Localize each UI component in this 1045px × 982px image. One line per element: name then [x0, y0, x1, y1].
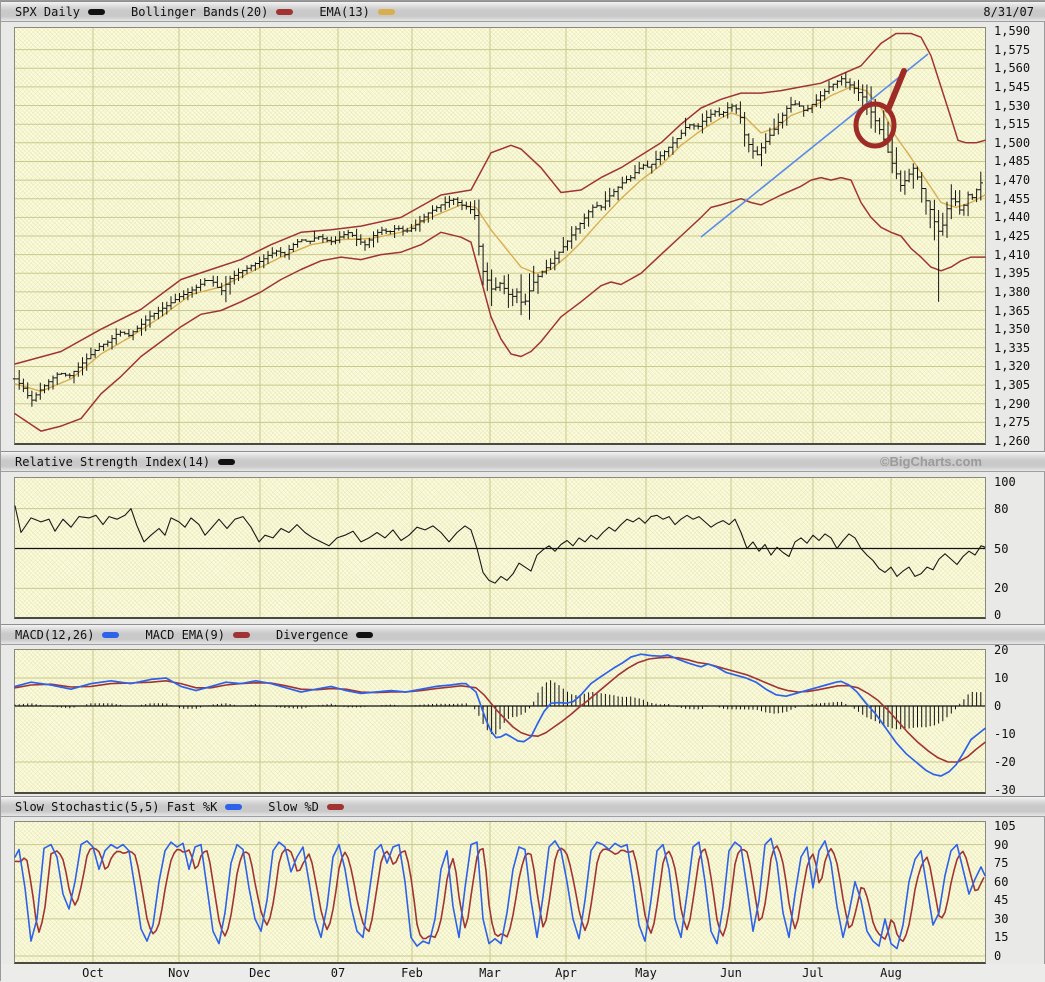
y-axis-label: 1,425 [994, 229, 1031, 243]
y-axis-label: 1,500 [994, 135, 1031, 150]
rsi-plot-area [14, 477, 986, 619]
y-axis-label: 50 [994, 541, 1009, 556]
y-axis-label: 1,590 [994, 24, 1031, 38]
x-axis-months: Oct Nov Dec 07 Feb Mar Apr May Jun Jul Aug [1, 964, 1045, 982]
y-axis-label: 1,320 [994, 359, 1031, 374]
y-axis-label: 1,365 [994, 303, 1031, 318]
legend-label: MACD EMA(9) [145, 627, 225, 642]
rsi-legend: Relative Strength Index(14) [1, 455, 261, 469]
legend-label: Divergence [275, 627, 349, 642]
legend-item: Relative Strength Index(14) [15, 454, 236, 469]
legend-item: MACD EMA(9) [145, 627, 250, 642]
x-axis-month-label: Jun [720, 966, 742, 980]
y-axis-label: 90 [994, 837, 1009, 852]
y-axis-label: 100 [994, 475, 1016, 489]
macd-legend: MACD(12,26) MACD EMA(9) Divergence [1, 628, 399, 642]
y-axis-label: 105 [994, 819, 1016, 833]
legend-swatch-icon [218, 458, 236, 465]
y-axis-label: -10 [994, 727, 1016, 741]
legend-label: Slow %D [268, 799, 319, 814]
y-axis-label: 1,560 [994, 61, 1031, 76]
legend-label: SPX Daily [15, 4, 81, 19]
y-axis-label: 1,350 [994, 322, 1031, 337]
price-panel-header: SPX Daily Bollinger Bands(20) EMA(13) 8/31… [1, 1, 1045, 22]
y-axis-label: 20 [994, 643, 1009, 657]
y-axis-label: 1,380 [994, 284, 1031, 299]
legend-swatch-icon [377, 8, 395, 15]
x-axis-month-label: 07 [330, 966, 346, 980]
bigcharts-watermark: ©BigCharts.com [879, 454, 982, 469]
y-axis-label: 1,290 [994, 396, 1031, 411]
legend-item: Divergence [275, 627, 374, 642]
legend-item: MACD(12,26) [15, 627, 120, 642]
y-axis-label: 1,410 [994, 247, 1031, 262]
y-axis-label: 1,275 [994, 415, 1031, 430]
rsi-panel-header: Relative Strength Index(14) ©BigCharts.c… [1, 451, 1045, 472]
legend-label: Bollinger Bands(20) [131, 4, 269, 19]
legend-item: Slow Stochastic(5,5) Fast %K [15, 799, 243, 814]
y-axis-label: 20 [994, 581, 1009, 596]
y-axis-label: 1,305 [994, 378, 1031, 393]
x-axis-month-label: Jul [802, 966, 824, 980]
y-axis-label: 1,485 [994, 154, 1031, 169]
y-axis-label: 80 [994, 501, 1009, 516]
x-axis-month-label: Feb [401, 966, 423, 980]
y-axis-label: 1,575 [994, 42, 1031, 57]
stochastic-legend: Slow Stochastic(5,5) Fast %K Slow %D [1, 800, 370, 814]
legend-swatch-icon [88, 8, 106, 15]
legend-item: SPX Daily [15, 4, 106, 19]
y-axis-label: 0 [994, 699, 1002, 713]
y-axis-label: 1,545 [994, 79, 1031, 94]
legend-item: Slow %D [268, 800, 344, 814]
y-axis-label: 1,455 [994, 191, 1031, 206]
legend-label: EMA(13) [319, 4, 370, 19]
price-y-axis: 1,590 1,575 1,560 1,545 1,530 1,515 1,500 1,485… [992, 1, 1045, 451]
y-axis-label: 1,530 [994, 98, 1031, 113]
price-legend: SPX Daily Bollinger Bands(20) EMA(13) [1, 5, 421, 19]
price-plot-area [14, 27, 986, 445]
x-axis-month-label: Nov [168, 966, 190, 980]
legend-swatch-icon [232, 631, 250, 638]
legend-label: Slow Stochastic(5,5) Fast %K [15, 799, 218, 814]
legend-swatch-icon [102, 631, 120, 638]
y-axis-label: 60 [994, 874, 1009, 889]
x-axis-month-label: Dec [249, 966, 271, 980]
x-axis-month-label: May [635, 966, 657, 980]
stochastic-panel-header: Slow Stochastic(5,5) Fast %K Slow %D [1, 796, 1045, 817]
y-axis-label: 1,470 [994, 173, 1031, 188]
x-axis-month-label: Aug [880, 966, 902, 980]
y-axis-label: 45 [994, 893, 1009, 908]
y-axis-label: 0 [994, 608, 1002, 622]
y-axis-label: -30 [994, 783, 1016, 797]
chart-date: 8/31/07 [983, 5, 1034, 19]
y-axis-label: 1,260 [994, 434, 1031, 448]
macd-plot-area [14, 649, 986, 794]
y-axis-label: 10 [994, 671, 1009, 685]
y-axis-label: 1,395 [994, 266, 1031, 281]
x-axis-month-label: Oct [82, 966, 104, 980]
y-axis-label: 30 [994, 911, 1009, 926]
stochastic-plot-area [14, 821, 986, 964]
legend-label: MACD(12,26) [15, 627, 95, 642]
legend-item: EMA(13) [319, 5, 395, 19]
legend-swatch-icon [326, 803, 344, 810]
y-axis-label: 1,440 [994, 210, 1031, 225]
y-axis-label: 1,515 [994, 117, 1031, 132]
legend-item: Bollinger Bands(20) [131, 4, 294, 19]
y-axis-label: 75 [994, 856, 1009, 871]
legend-swatch-icon [356, 631, 374, 638]
y-axis-label: 1,335 [994, 340, 1031, 355]
y-axis-label: -20 [994, 755, 1016, 769]
y-axis-label: 15 [994, 930, 1009, 945]
x-axis-month-label: Apr [555, 966, 577, 980]
macd-panel-header: MACD(12,26) MACD EMA(9) Divergence [1, 624, 1045, 645]
legend-swatch-icon [225, 803, 243, 810]
legend-label: Relative Strength Index(14) [15, 454, 211, 469]
legend-swatch-icon [276, 8, 294, 15]
x-axis-month-label: Mar [479, 966, 501, 980]
y-axis-label: 0 [994, 949, 1002, 963]
